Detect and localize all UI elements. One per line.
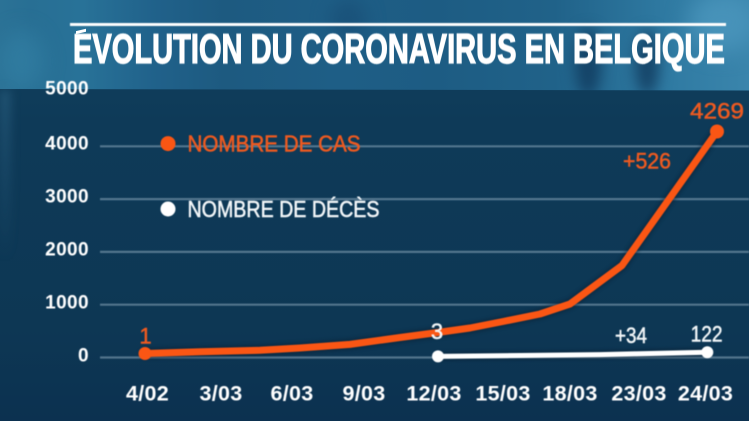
svg-text:18/03: 18/03 [542, 382, 597, 406]
svg-text:NOMBRE DE CAS: NOMBRE DE CAS [188, 131, 361, 157]
svg-text:122: 122 [691, 322, 723, 347]
svg-text:0: 0 [78, 346, 89, 367]
svg-text:12/03: 12/03 [406, 382, 461, 406]
svg-text:15/03: 15/03 [475, 382, 530, 406]
svg-text:+34: +34 [615, 323, 647, 348]
svg-text:1: 1 [139, 324, 151, 349]
svg-text:24/03: 24/03 [678, 382, 733, 406]
svg-text:2000: 2000 [45, 240, 89, 261]
svg-text:4269: 4269 [690, 99, 744, 124]
svg-text:23/03: 23/03 [611, 382, 666, 406]
svg-text:+526: +526 [623, 149, 671, 174]
svg-text:3000: 3000 [45, 187, 89, 208]
svg-text:4000: 4000 [45, 134, 89, 155]
svg-text:1000: 1000 [45, 293, 89, 314]
svg-text:5000: 5000 [45, 79, 89, 100]
svg-text:9/03: 9/03 [342, 382, 385, 406]
svg-text:3/03: 3/03 [199, 382, 242, 406]
svg-text:3: 3 [431, 319, 443, 344]
svg-text:6/03: 6/03 [270, 382, 313, 406]
svg-text:NOMBRE DE DÉCÈS: NOMBRE DE DÉCÈS [188, 196, 380, 222]
svg-text:4/02: 4/02 [126, 382, 169, 406]
